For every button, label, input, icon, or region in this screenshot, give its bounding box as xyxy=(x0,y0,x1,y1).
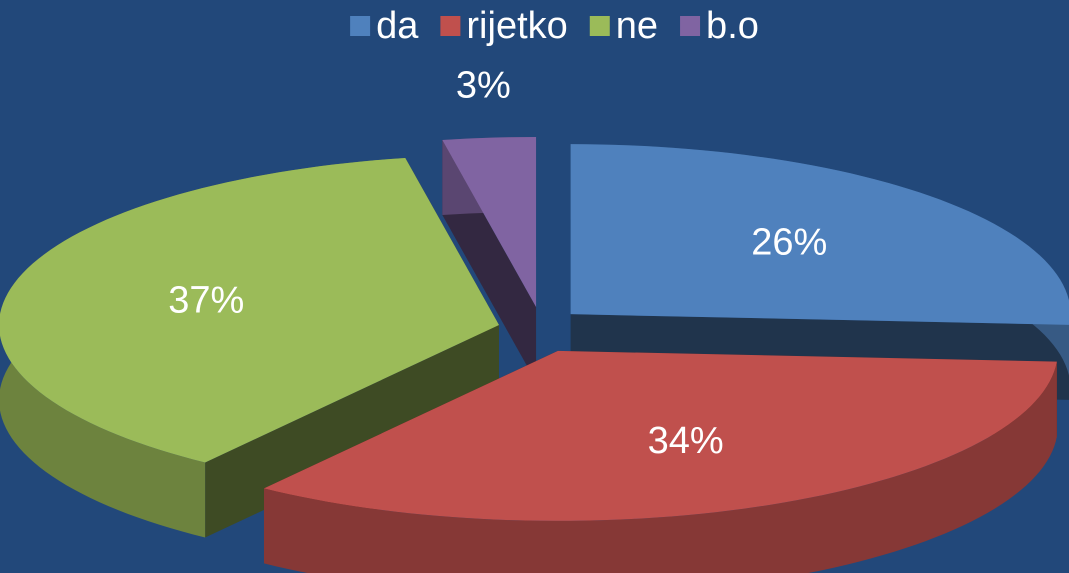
slice-top xyxy=(263,350,1057,521)
slice-top xyxy=(0,157,500,463)
slice-side xyxy=(263,361,1057,573)
slice-top xyxy=(442,137,537,308)
data-label: 26% xyxy=(751,221,827,263)
slice xyxy=(442,137,537,383)
data-label: 34% xyxy=(648,420,724,462)
data-label: 3% xyxy=(456,64,511,106)
data-label: 37% xyxy=(168,280,244,322)
legend-label: da xyxy=(376,5,419,47)
slice xyxy=(263,350,1057,573)
legend-label: b.o xyxy=(706,5,759,47)
legend-swatch xyxy=(350,16,371,36)
legend-label: ne xyxy=(616,5,658,47)
legend-swatch xyxy=(589,16,610,36)
legend: da rijetko ne b.o xyxy=(350,5,759,47)
legend-swatch xyxy=(680,16,701,36)
slice-top xyxy=(570,144,1069,325)
legend-label: rijetko xyxy=(466,5,567,47)
legend-swatch xyxy=(440,16,461,36)
